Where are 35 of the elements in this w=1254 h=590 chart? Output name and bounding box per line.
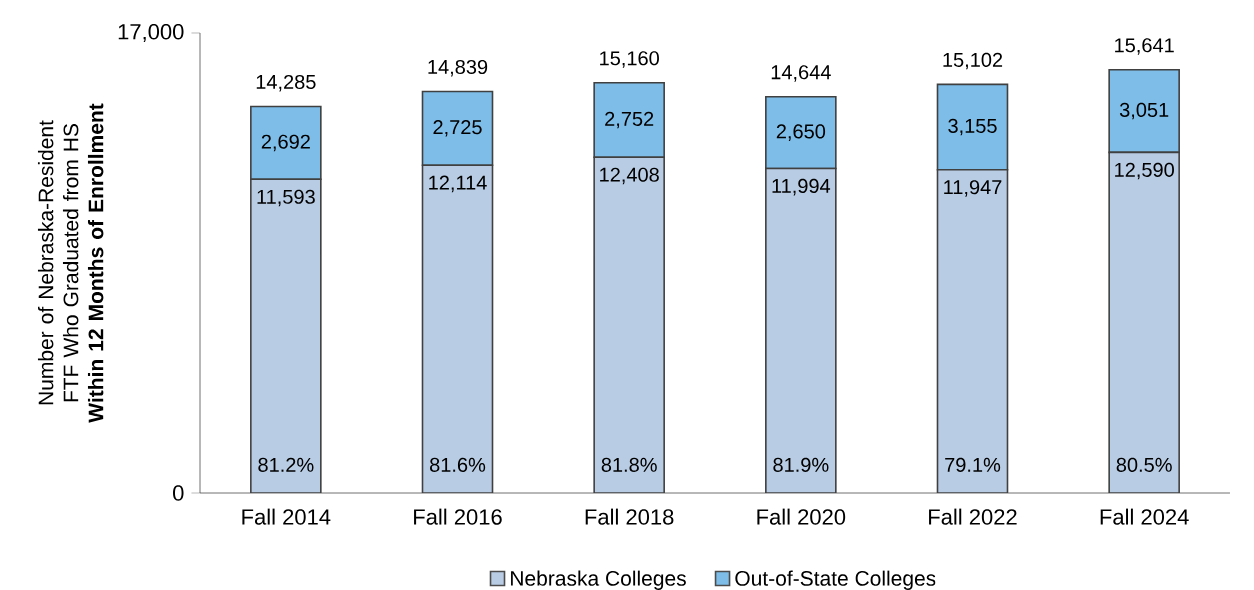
- data-label: 11,593: [257, 189, 315, 207]
- total-label: 14,285: [256, 74, 316, 92]
- y-tick-label: 0: [173, 485, 184, 501]
- data-label: 11,947: [944, 180, 1002, 197]
- y-axis-title: Number of Nebraska-Resident FTF Who Graduated from HS Within 12 Months of Enrollment: [37, 103, 104, 423]
- total-label: 15,160: [600, 51, 659, 68]
- x-tick-label: Fall 2016: [414, 508, 502, 525]
- annotation: 81.8%: [601, 457, 657, 472]
- data-label: 12,114: [429, 175, 487, 193]
- legend-label: Nebraska Colleges: [511, 570, 686, 590]
- total-label: 15,641: [1115, 38, 1174, 55]
- total-label: 14,644: [771, 65, 831, 82]
- data-label: 2,752: [605, 111, 654, 129]
- total-label: 14,839: [428, 59, 488, 77]
- data-label: 12,590: [1115, 162, 1174, 180]
- annotation: 80.5%: [1116, 457, 1172, 472]
- x-tick-label: Fall 2020: [757, 508, 846, 525]
- annotation: 81.9%: [773, 457, 829, 472]
- total-label: 15,102: [943, 52, 1003, 70]
- data-label: 3,051: [1119, 102, 1169, 120]
- data-label: 2,650: [776, 124, 826, 141]
- x-tick-label: Fall 2014: [242, 508, 331, 525]
- data-label: 3,155: [948, 118, 997, 136]
- x-tick-label: Fall 2022: [929, 508, 1017, 525]
- legend-label: Out-of-State Colleges: [735, 570, 936, 590]
- data-label: 2,692: [261, 134, 310, 152]
- y-tick-label: 17,000: [118, 23, 184, 43]
- x-tick-label: Fall 2018: [585, 508, 674, 525]
- annotation: 79.1%: [945, 457, 1001, 472]
- data-label: 2,725: [433, 120, 482, 137]
- data-label: 12,408: [600, 167, 659, 185]
- annotation: 81.2%: [258, 457, 314, 472]
- annotation: 81.6%: [430, 457, 486, 472]
- x-tick-label: Fall 2024: [1100, 508, 1189, 525]
- data-label: 11,994: [772, 178, 831, 196]
